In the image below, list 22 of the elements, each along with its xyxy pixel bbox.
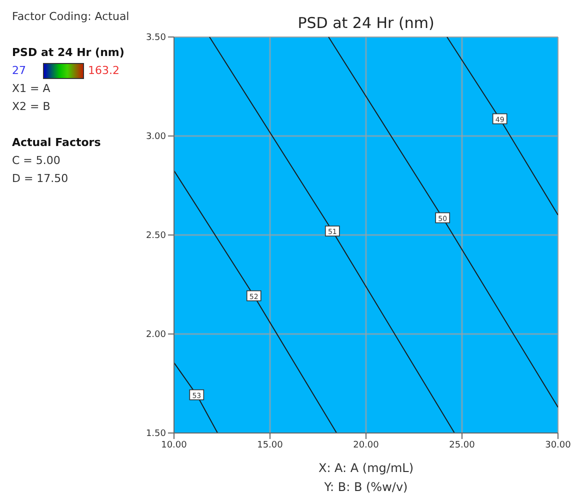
y-tick-label: 2.00 bbox=[146, 330, 166, 340]
x-axis-title: X: A: A (mg/mL) bbox=[317, 461, 415, 475]
chart-title: PSD at 24 Hr (nm) bbox=[296, 14, 436, 32]
text: X2 = B bbox=[12, 100, 50, 113]
x-tick-label: 15.00 bbox=[257, 440, 284, 450]
text: 27 bbox=[12, 64, 26, 77]
y-tick-label: 2.50 bbox=[146, 231, 166, 242]
x-tick-label: 10.00 bbox=[161, 440, 188, 450]
y-tick-label: 1.50 bbox=[146, 429, 166, 440]
text: Factor Coding: Actual bbox=[12, 10, 130, 23]
text: X1 = A bbox=[12, 82, 50, 95]
text: PSD at 24 Hr (nm) bbox=[12, 46, 124, 59]
y-tick-label: 3.00 bbox=[146, 132, 166, 142]
text: Actual Factors bbox=[12, 136, 101, 149]
text: C = 5.00 bbox=[12, 154, 60, 167]
x-tick-label: 30.00 bbox=[545, 440, 572, 450]
text: Y: B: B (%w/v) bbox=[323, 480, 409, 494]
text: D = 17.50 bbox=[12, 172, 68, 185]
text: 163.2 bbox=[88, 64, 120, 77]
x-tick-label: 20.00 bbox=[353, 440, 380, 450]
y-tick-label: 3.50 bbox=[146, 33, 166, 44]
x-tick-label: 25.00 bbox=[449, 440, 476, 450]
